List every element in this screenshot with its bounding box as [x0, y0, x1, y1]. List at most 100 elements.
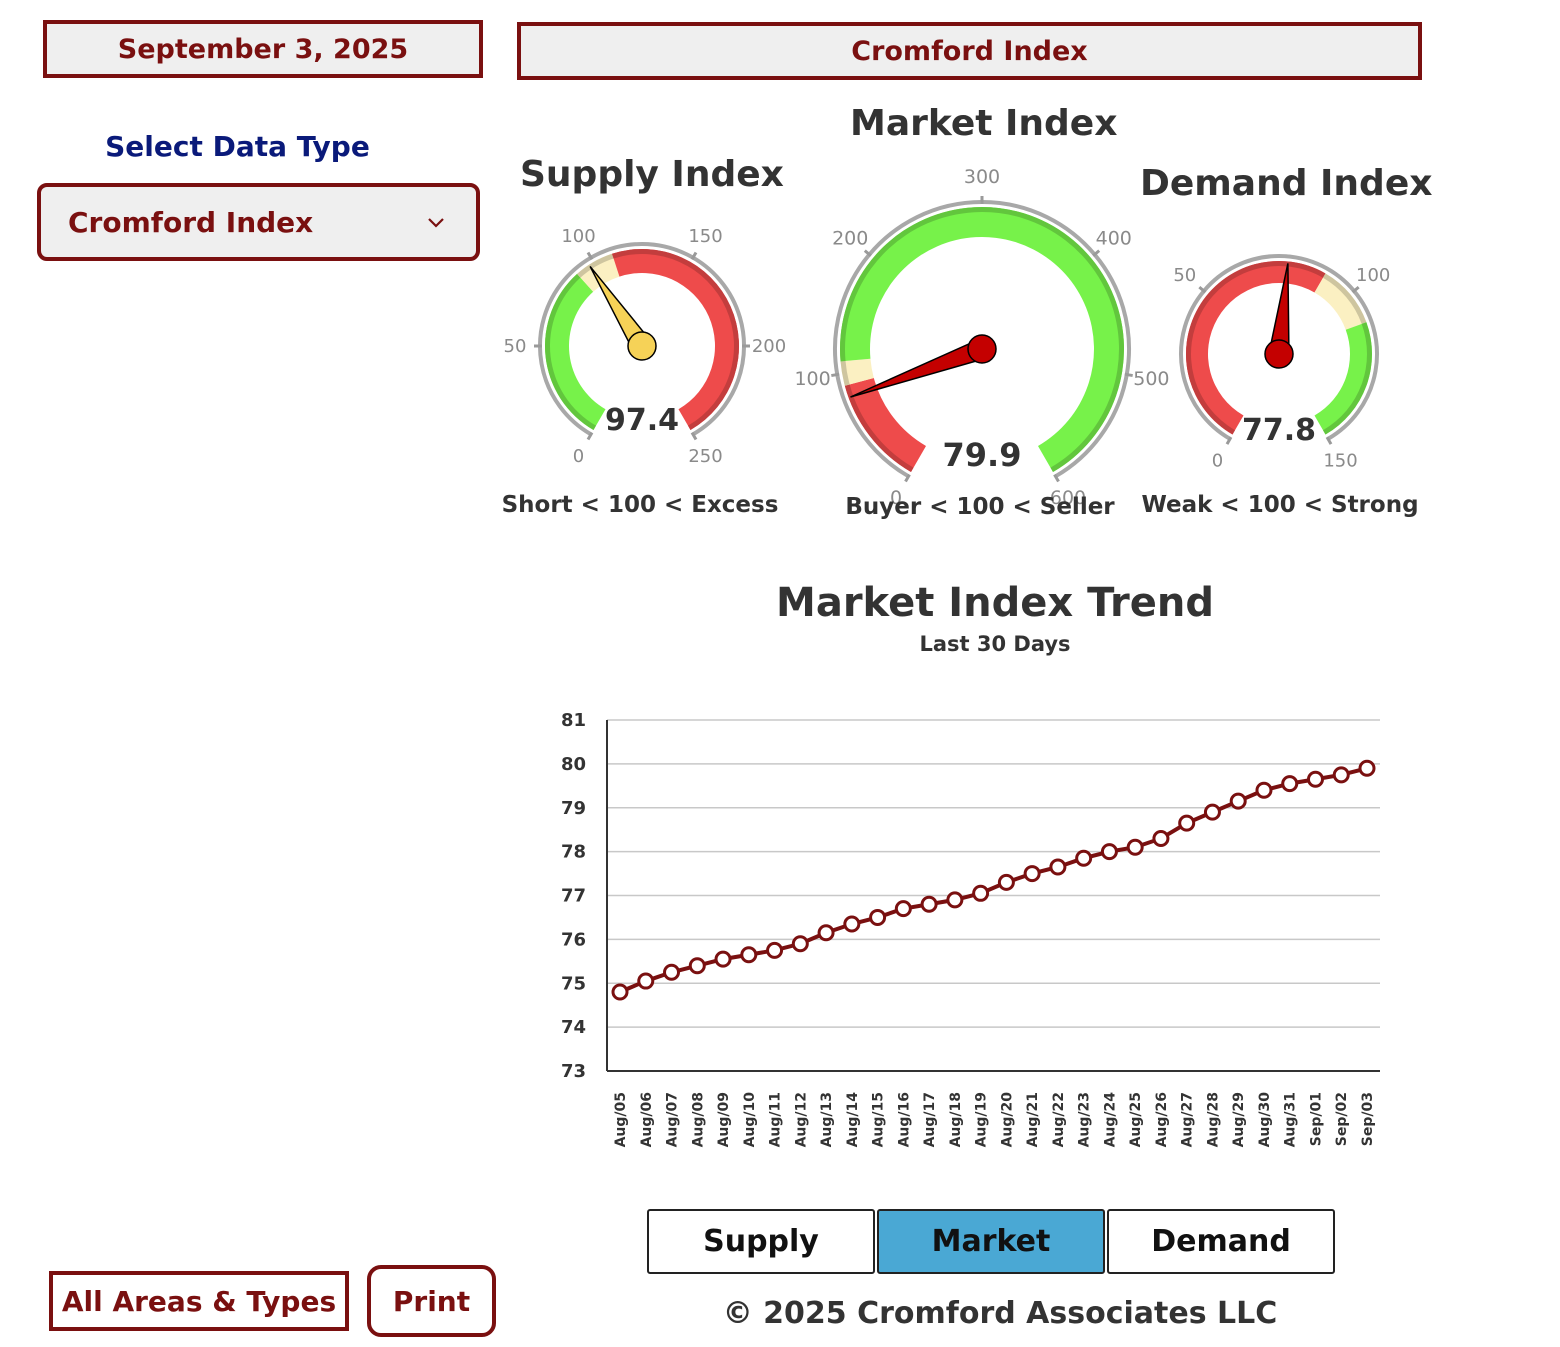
gauge-tick	[1124, 372, 1133, 378]
trend-point	[1229, 792, 1247, 810]
trend-point	[1152, 829, 1170, 847]
tab-market[interactable]: Market	[877, 1209, 1105, 1274]
demand-gauge: 0 50 100 150 77.8	[1173, 254, 1390, 472]
gauge-band-yellow	[577, 253, 620, 292]
trend-point	[1281, 775, 1299, 793]
gauge-band-edge	[577, 253, 614, 278]
gauge-pivot	[627, 331, 657, 361]
gauge-band-yellow	[840, 358, 874, 386]
trend-point	[714, 950, 732, 968]
chevron-down-icon	[428, 218, 444, 228]
gauge-tick-label: 0	[890, 487, 902, 509]
x-tick-label: Aug/30	[1257, 1092, 1273, 1148]
trend-point	[843, 915, 861, 933]
trend-point	[997, 873, 1015, 891]
x-tick-label: Aug/22	[1051, 1092, 1067, 1147]
trend-chart-subtitle: Last 30 Days	[919, 632, 1071, 656]
gauge-tick-label: 0	[573, 446, 584, 467]
gauge-tick-label: 150	[1323, 451, 1357, 472]
print-button[interactable]: Print	[367, 1265, 496, 1337]
x-tick-label: Aug/23	[1077, 1092, 1093, 1147]
gauge-tick	[586, 251, 594, 261]
gauge-tick	[863, 249, 872, 257]
gauge-pivot	[1264, 339, 1294, 369]
trend-point	[1126, 838, 1144, 856]
demand-gauge-caption: Weak < 100 < Strong	[1141, 492, 1419, 518]
gauge-band-green	[1314, 322, 1372, 435]
gauge-tick	[690, 251, 698, 261]
date-display: September 3, 2025	[43, 20, 483, 78]
gauge-tick	[1325, 436, 1333, 445]
x-tick-label: Aug/09	[716, 1092, 732, 1147]
market-index-title: Market Index	[850, 103, 1118, 144]
gauge-band-edge	[545, 273, 596, 431]
x-tick-label: Aug/25	[1128, 1092, 1144, 1147]
trend-point	[946, 891, 964, 909]
x-tick-label: Aug/18	[948, 1092, 964, 1147]
gauge-band-red	[1186, 261, 1326, 435]
market-gauge: 0 100 200 300 400 500 600 79.9	[794, 166, 1169, 509]
page-title: Cromford Index	[517, 22, 1422, 80]
trend-point	[791, 935, 809, 953]
gauge-tick-label: 100	[561, 226, 595, 247]
x-tick-label: Aug/20	[999, 1092, 1015, 1148]
gauge-tick	[690, 431, 698, 441]
gauge-tick	[1053, 473, 1060, 483]
gauge-value-label: 77.8	[1242, 413, 1316, 448]
trend-point	[1178, 814, 1196, 832]
x-tick-label: Aug/11	[768, 1092, 784, 1147]
trend-point	[1049, 858, 1067, 876]
trend-point	[637, 972, 655, 990]
trend-point	[1332, 766, 1350, 784]
x-tick-label: Aug/28	[1205, 1092, 1221, 1147]
gauge-tick-label: 400	[1096, 227, 1132, 249]
data-type-select[interactable]: Cromford Index	[37, 183, 480, 261]
gauge-band-red	[844, 377, 926, 472]
x-tick-label: Aug/13	[819, 1092, 835, 1147]
trend-point	[1100, 843, 1118, 861]
gauge-tick-label: 300	[964, 166, 1000, 188]
x-tick-label: Aug/08	[690, 1092, 706, 1147]
trend-point	[972, 884, 990, 902]
gauge-band-edge	[844, 384, 914, 472]
trend-line	[619, 766, 1368, 994]
trend-point	[688, 957, 706, 975]
gauge-tick	[1092, 249, 1101, 257]
x-tick-label: Aug/27	[1180, 1092, 1196, 1147]
all-areas-types-button[interactable]: All Areas & Types	[49, 1271, 349, 1331]
trend-point	[869, 908, 887, 926]
gauge-band-red	[612, 249, 739, 431]
trend-point	[663, 963, 681, 981]
x-tick-label: Aug/16	[896, 1092, 912, 1147]
y-tick-label: 80	[561, 754, 586, 775]
trend-point	[1306, 770, 1324, 788]
y-tick-label: 77	[561, 886, 586, 907]
gauge-tick	[1198, 286, 1207, 294]
x-tick-label: Sep/01	[1308, 1092, 1324, 1146]
x-tick-label: Sep/03	[1360, 1092, 1376, 1146]
gauge-tick-label: 200	[832, 227, 868, 249]
copyright-text: © 2025 Cromford Associates LLC	[722, 1296, 1278, 1331]
x-tick-label: Aug/26	[1154, 1092, 1170, 1147]
y-tick-label: 74	[561, 1017, 586, 1038]
gauge-tick-label: 0	[1212, 451, 1223, 472]
trend-point	[740, 946, 758, 964]
market-gauge-caption: Buyer < 100 < Seller	[845, 494, 1115, 520]
x-tick-label: Aug/31	[1283, 1092, 1299, 1147]
gauge-pivot	[967, 334, 997, 364]
tab-supply[interactable]: Supply	[647, 1209, 875, 1274]
gauge-band-yellow	[1314, 273, 1367, 330]
demand-index-title: Demand Index	[1140, 163, 1433, 204]
x-tick-label: Sep/02	[1334, 1092, 1350, 1146]
gauge-tick	[831, 372, 840, 378]
tab-demand[interactable]: Demand	[1107, 1209, 1335, 1274]
x-tick-label: Aug/14	[845, 1092, 861, 1148]
gauge-tick-label: 100	[794, 368, 830, 390]
gauge-band-edge	[1323, 322, 1372, 435]
y-tick-label: 78	[561, 842, 586, 863]
x-tick-label: Aug/17	[922, 1092, 938, 1147]
x-tick-label: Aug/29	[1231, 1092, 1247, 1147]
gauge-tick-label: 150	[688, 226, 722, 247]
trend-point	[894, 900, 912, 918]
gauge-tick	[1225, 436, 1233, 445]
